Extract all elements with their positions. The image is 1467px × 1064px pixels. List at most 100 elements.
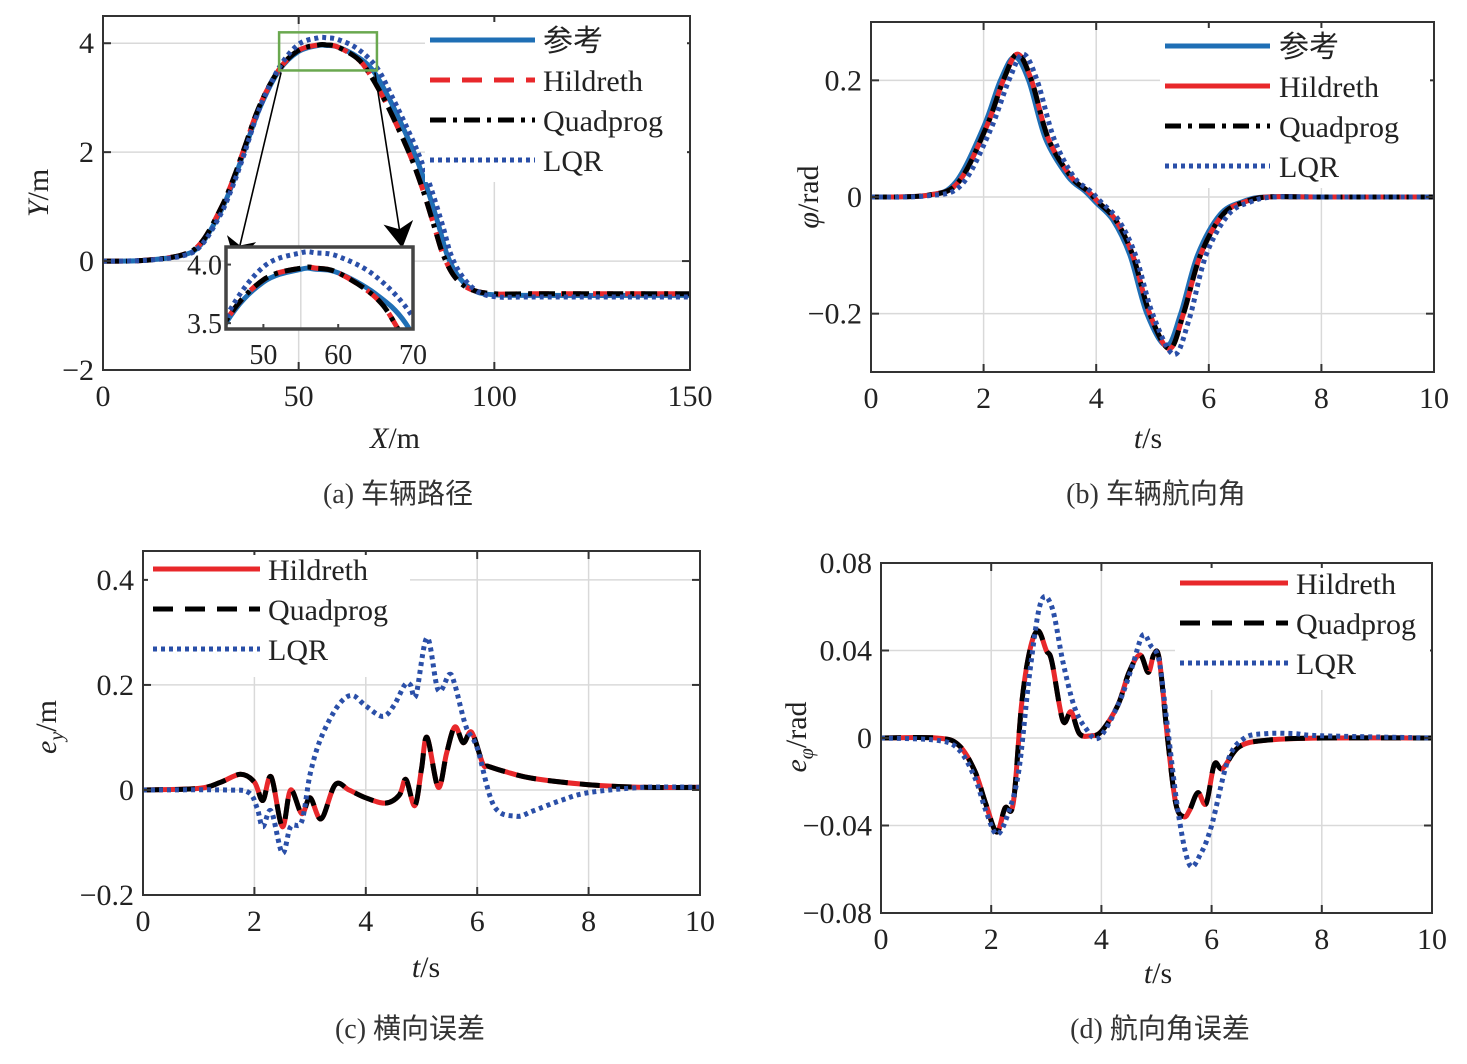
x-tick-label: 4 [1089, 382, 1104, 415]
x-axis-label: X/m [369, 422, 420, 455]
legend-entry-label: Hildreth [543, 65, 643, 98]
y-axis-label-unit: /rad [792, 165, 825, 212]
x-tick-label: 0 [136, 905, 151, 938]
series-line-lqr [881, 593, 1432, 870]
y-tick-label: 0.08 [820, 547, 873, 580]
legend: 参考 Hildreth Quadprog LQR [425, 22, 687, 182]
y-axis-label: Y/m [22, 169, 55, 217]
series-group [103, 34, 690, 300]
legend-background [1175, 568, 1430, 690]
series-line-quadprog [103, 41, 690, 297]
x-tick-label: 10 [1417, 923, 1447, 956]
x-tick-label: 0 [864, 382, 879, 415]
x-tick-label: 2 [984, 923, 999, 956]
x-tick-label: 150 [668, 380, 713, 413]
panel-c-lateral-error: 0 2 4 6 8 10−0.200.20.4t/sey/mHildrethQuadpro… [30, 550, 715, 1045]
y-axis-label-unit: /rad [780, 701, 813, 748]
y-tick-label: 4 [79, 27, 94, 60]
legend-entry-label: 参考 [1279, 31, 1339, 64]
panel-caption: (a) 车辆路径 [323, 478, 473, 510]
series-group [143, 635, 700, 856]
x-tick-label: 8 [581, 905, 596, 938]
y-axis-label-variable: e [780, 759, 813, 772]
x-axis-label-variable: t [1144, 957, 1153, 990]
inset-x-tick-label: 60 [324, 340, 352, 371]
y-tick-label: 0 [847, 181, 862, 214]
x-axis-label-variable: t [1134, 422, 1143, 455]
y-axis-label: eφ/rad [780, 701, 818, 772]
panel-caption: (d) 航向角误差 [1070, 1013, 1250, 1045]
panel-a-vehicle-path: 0 50 100 150−2024X/mY/m参考HildrethQuadprogLQ… [22, 15, 713, 510]
series-line-lqr [871, 51, 1434, 357]
y-axis-label-variable: φ [792, 212, 825, 229]
y-tick-label: −0.04 [803, 810, 872, 843]
x-tick-label: 0 [874, 923, 889, 956]
x-tick-label: 100 [472, 380, 517, 413]
x-tick-label: 6 [1201, 382, 1216, 415]
panel-caption: (c) 横向误差 [335, 1013, 485, 1045]
tick-marks [880, 562, 1433, 914]
tick-marks [102, 16, 691, 371]
x-axis-label-unit: /m [388, 422, 420, 455]
y-tick-label: 0 [79, 245, 94, 278]
legend-entry-label: Quadprog [543, 105, 663, 138]
inset-y-tick-label: 4.0 [187, 251, 222, 282]
series-group [881, 593, 1432, 870]
x-axis-label-unit: /s [1142, 422, 1162, 455]
x-tick-label: 6 [470, 905, 485, 938]
inset-x-tick-label: 70 [399, 340, 427, 371]
axes-box [102, 15, 691, 371]
series-line-lqr [143, 635, 700, 856]
inset-box [224, 245, 415, 331]
series-line-lqr [103, 34, 690, 300]
y-tick-label: 0.2 [97, 669, 135, 702]
x-axis-label-variable: X [369, 422, 390, 455]
y-axis-label-variable: e [30, 741, 63, 754]
y-tick-label: −0.08 [803, 897, 872, 930]
series-line-quadprog [143, 724, 700, 830]
y-axis-label-unit: /m [30, 700, 63, 732]
x-tick-label: 0 [96, 380, 111, 413]
y-tick-label: 0.4 [97, 564, 135, 597]
x-axis-label: t/s [1134, 422, 1162, 455]
legend: Hildreth Quadprog LQR [148, 554, 410, 677]
series-line-quadprog [881, 628, 1432, 835]
x-axis-label: t/s [1144, 957, 1172, 990]
x-tick-label: 8 [1314, 382, 1329, 415]
inset-zoom: 50 60 70 3.5 4.0 [187, 31, 427, 371]
y-axis-label-subscript: y [46, 732, 68, 743]
legend-background [425, 22, 687, 182]
legend-entry-label: Quadprog [1279, 111, 1399, 144]
legend-entry-label: LQR [268, 634, 328, 667]
x-tick-label: 50 [284, 380, 314, 413]
tick-marks [142, 551, 701, 896]
x-tick-label: 6 [1204, 923, 1219, 956]
legend: Hildreth Quadprog LQR [1175, 568, 1430, 690]
legend-entry-label: Hildreth [268, 554, 368, 587]
y-tick-label: −0.2 [80, 879, 134, 912]
legend-entry-label: Hildreth [1296, 568, 1396, 601]
legend-entry-label: Quadprog [268, 594, 388, 627]
y-axis-label: φ/rad [792, 165, 825, 228]
x-axis-label: t/s [412, 951, 440, 984]
zoom-region-box [277, 31, 379, 72]
x-tick-label: 4 [358, 905, 373, 938]
legend: 参考 Hildreth Quadprog LQR [1160, 28, 1430, 188]
axes-box [142, 550, 701, 896]
tick-marks [870, 22, 1435, 372]
x-tick-label: 4 [1094, 923, 1109, 956]
arrow-right [374, 72, 414, 248]
series-line-参考-inset [226, 265, 413, 329]
legend-entry-label: LQR [543, 145, 603, 178]
series-line-hildreth-inset [226, 264, 401, 329]
inset-x-tick-label: 50 [249, 340, 277, 371]
panel-caption: (b) 车辆航向角 [1066, 478, 1246, 510]
y-tick-label: 2 [79, 136, 94, 169]
series-group [871, 51, 1434, 357]
x-axis-label-unit: /s [1152, 957, 1172, 990]
y-axis-label: ey/m [30, 700, 68, 754]
y-tick-label: −0.2 [808, 298, 862, 331]
y-tick-label: 0 [857, 722, 872, 755]
y-axis-label-subscript: φ [796, 748, 818, 759]
